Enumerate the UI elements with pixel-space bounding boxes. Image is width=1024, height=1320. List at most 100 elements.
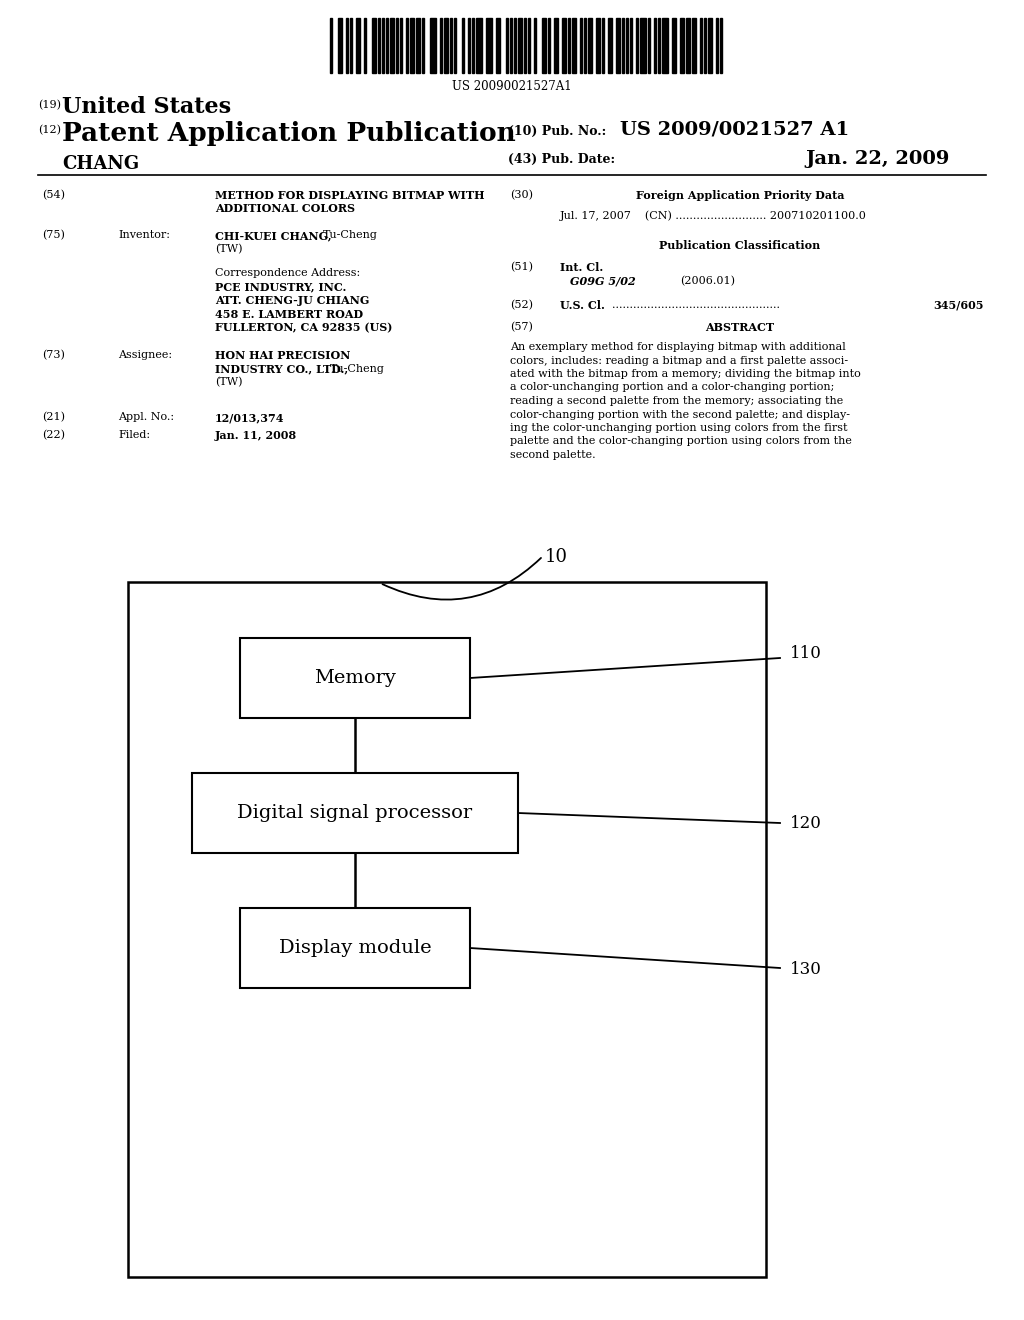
- Text: Appl. No.:: Appl. No.:: [118, 412, 174, 422]
- Bar: [472, 18, 474, 73]
- Bar: [648, 18, 650, 73]
- Text: Tu-Cheng: Tu-Cheng: [323, 230, 378, 240]
- Text: Foreign Application Priority Data: Foreign Application Priority Data: [636, 190, 844, 201]
- Text: 110: 110: [790, 644, 822, 661]
- Text: colors, includes: reading a bitmap and a first palette associ-: colors, includes: reading a bitmap and a…: [510, 355, 848, 366]
- Text: Memory: Memory: [314, 669, 396, 686]
- Bar: [518, 18, 522, 73]
- Text: G09G 5/02: G09G 5/02: [570, 276, 636, 286]
- Bar: [542, 18, 546, 73]
- Text: (52): (52): [510, 300, 534, 310]
- Text: color-changing portion with the second palette; and display-: color-changing portion with the second p…: [510, 409, 850, 420]
- Bar: [240, 638, 470, 718]
- Text: (43) Pub. Date:: (43) Pub. Date:: [508, 153, 615, 166]
- Bar: [410, 18, 414, 73]
- Text: ADDITIONAL COLORS: ADDITIONAL COLORS: [215, 203, 355, 214]
- Text: Correspondence Address:: Correspondence Address:: [215, 268, 360, 279]
- Text: United States: United States: [62, 96, 231, 117]
- Text: Inventor:: Inventor:: [118, 230, 170, 240]
- Bar: [584, 18, 586, 73]
- Bar: [430, 18, 436, 73]
- Bar: [554, 18, 558, 73]
- Text: (30): (30): [510, 190, 534, 201]
- Bar: [378, 18, 380, 73]
- Bar: [548, 18, 550, 73]
- Text: Patent Application Publication: Patent Application Publication: [62, 121, 516, 147]
- Text: (2006.01): (2006.01): [680, 276, 735, 286]
- Text: INDUSTRY CO., LTD.,: INDUSTRY CO., LTD.,: [215, 363, 348, 375]
- Bar: [562, 18, 566, 73]
- Text: Jan. 11, 2008: Jan. 11, 2008: [215, 430, 297, 441]
- Text: Digital signal processor: Digital signal processor: [238, 804, 472, 822]
- Bar: [440, 18, 442, 73]
- Bar: [476, 18, 482, 73]
- Text: FULLERTON, CA 92835 (US): FULLERTON, CA 92835 (US): [215, 322, 392, 333]
- Text: Display module: Display module: [279, 939, 431, 957]
- Text: ATT. CHENG-JU CHIANG: ATT. CHENG-JU CHIANG: [215, 294, 370, 306]
- Bar: [528, 18, 530, 73]
- FancyArrowPatch shape: [383, 558, 541, 599]
- Bar: [416, 18, 420, 73]
- Bar: [596, 18, 600, 73]
- Text: METHOD FOR DISPLAYING BITMAP WITH: METHOD FOR DISPLAYING BITMAP WITH: [215, 190, 484, 201]
- Text: (10) Pub. No.:: (10) Pub. No.:: [508, 125, 606, 139]
- Bar: [716, 18, 718, 73]
- Text: ABSTRACT: ABSTRACT: [706, 322, 774, 333]
- Text: Jan. 22, 2009: Jan. 22, 2009: [806, 150, 950, 168]
- Text: second palette.: second palette.: [510, 450, 596, 459]
- Text: palette and the color-changing portion using colors from the: palette and the color-changing portion u…: [510, 437, 852, 446]
- Text: ................................................: ........................................…: [612, 300, 780, 310]
- Bar: [462, 18, 464, 73]
- Bar: [626, 18, 628, 73]
- Bar: [692, 18, 696, 73]
- Bar: [686, 18, 690, 73]
- Bar: [390, 18, 394, 73]
- Text: Jul. 17, 2007    (CN) .......................... 200710201100.0: Jul. 17, 2007 (CN) .....................…: [560, 210, 867, 220]
- Bar: [338, 18, 342, 73]
- Bar: [572, 18, 575, 73]
- Bar: [350, 18, 352, 73]
- Text: 120: 120: [790, 814, 822, 832]
- Text: (TW): (TW): [215, 378, 243, 387]
- Text: HON HAI PRECISION: HON HAI PRECISION: [215, 350, 350, 360]
- Bar: [630, 18, 632, 73]
- Text: (12): (12): [38, 125, 61, 136]
- Text: Filed:: Filed:: [118, 430, 151, 440]
- Text: An exemplary method for displaying bitmap with additional: An exemplary method for displaying bitma…: [510, 342, 846, 352]
- Text: Int. Cl.: Int. Cl.: [560, 261, 603, 273]
- Text: (75): (75): [42, 230, 65, 240]
- Bar: [658, 18, 660, 73]
- Text: 345/605: 345/605: [934, 300, 984, 312]
- Bar: [608, 18, 612, 73]
- Bar: [580, 18, 582, 73]
- Text: a color-unchanging portion and a color-changing portion;: a color-unchanging portion and a color-c…: [510, 383, 835, 392]
- Bar: [534, 18, 536, 73]
- Bar: [382, 18, 384, 73]
- Bar: [616, 18, 620, 73]
- Text: (19): (19): [38, 100, 61, 111]
- Text: 10: 10: [545, 548, 568, 566]
- Text: (57): (57): [510, 322, 532, 333]
- Bar: [240, 908, 470, 987]
- Bar: [510, 18, 512, 73]
- Bar: [406, 18, 408, 73]
- Bar: [680, 18, 684, 73]
- Text: US 20090021527A1: US 20090021527A1: [453, 81, 571, 92]
- Bar: [128, 582, 766, 1276]
- Bar: [193, 774, 518, 853]
- Text: U.S. Cl.: U.S. Cl.: [560, 300, 605, 312]
- Text: (22): (22): [42, 430, 65, 441]
- Bar: [468, 18, 470, 73]
- Text: 12/013,374: 12/013,374: [215, 412, 285, 422]
- Text: ing the color-unchanging portion using colors from the first: ing the color-unchanging portion using c…: [510, 422, 848, 433]
- Bar: [396, 18, 398, 73]
- Bar: [506, 18, 508, 73]
- Bar: [708, 18, 712, 73]
- Bar: [720, 18, 722, 73]
- Bar: [602, 18, 604, 73]
- Bar: [654, 18, 656, 73]
- Text: Assignee:: Assignee:: [118, 350, 172, 360]
- Bar: [705, 18, 706, 73]
- Text: reading a second palette from the memory; associating the: reading a second palette from the memory…: [510, 396, 843, 407]
- Bar: [640, 18, 646, 73]
